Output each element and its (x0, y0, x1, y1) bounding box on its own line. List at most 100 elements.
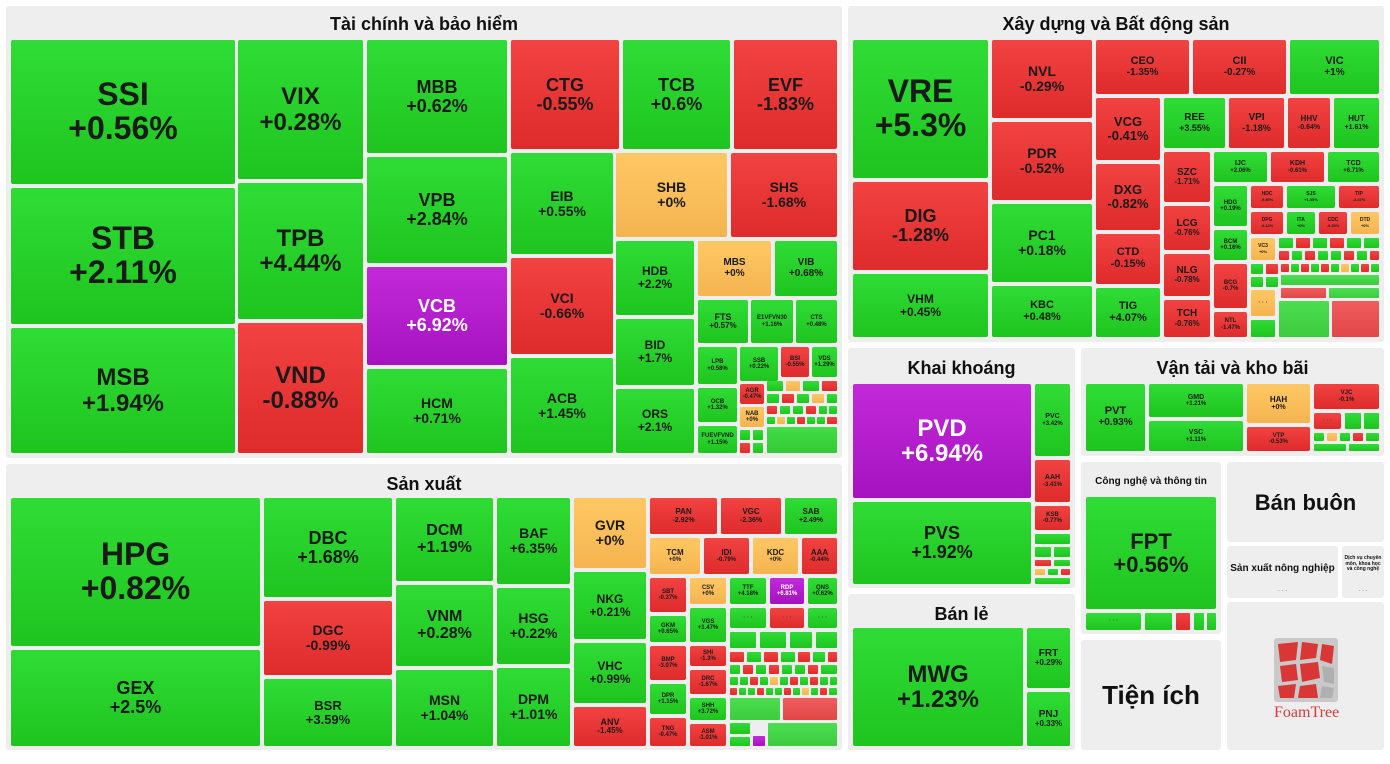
mini-tile[interactable] (793, 406, 803, 414)
stock-tile[interactable]: PVS +1.92% (853, 502, 1031, 584)
stock-tile[interactable]: SZC -1.71% (1164, 152, 1210, 202)
stock-tile[interactable]: RDP +6.81% (770, 578, 804, 604)
mini-tile[interactable] (829, 688, 837, 695)
stock-tile[interactable]: PVC +3.42% (1035, 384, 1070, 456)
stock-tile[interactable]: · · · (1314, 413, 1341, 429)
stock-tile[interactable]: VCB +6.92% (367, 267, 507, 365)
mini-tile[interactable] (1291, 264, 1299, 272)
mini-tile[interactable] (730, 632, 756, 648)
mini-tile[interactable] (768, 723, 837, 746)
stock-tile[interactable]: FRT +0.29% (1027, 628, 1070, 688)
mini-tile[interactable] (1251, 320, 1275, 337)
mini-tile[interactable] (786, 381, 800, 391)
stock-tile[interactable]: VC3 +0% (1251, 238, 1275, 260)
mini-tile[interactable] (811, 688, 818, 695)
mini-tile[interactable] (1314, 444, 1346, 451)
stock-tile[interactable]: OCB +1.32% (698, 388, 737, 422)
sector-wholesale[interactable]: Bán buôn (1227, 462, 1384, 542)
mini-tile[interactable] (827, 417, 837, 424)
stock-tile[interactable]: PVD +6.94% (853, 384, 1031, 498)
stock-tile[interactable]: GMD +1.21% (1149, 384, 1243, 417)
stock-tile[interactable]: · · · (808, 608, 837, 628)
mini-tile[interactable] (817, 417, 825, 424)
mini-tile[interactable] (740, 677, 748, 685)
stock-tile[interactable]: BCM +0.16% (1214, 230, 1247, 260)
mini-tile[interactable] (743, 665, 753, 674)
mini-tile[interactable] (1331, 264, 1339, 272)
stock-tile[interactable]: IDI -0.79% (704, 538, 749, 574)
stock-tile[interactable]: BSI -0.55% (781, 347, 809, 377)
mini-tile[interactable] (790, 677, 798, 685)
mini-tile[interactable] (1329, 288, 1379, 298)
stock-tile[interactable]: ITA +0% (1287, 212, 1315, 234)
stock-tile[interactable]: HHV -0.64% (1288, 98, 1330, 148)
mini-tile[interactable] (1279, 301, 1329, 337)
mini-tile[interactable] (1194, 613, 1204, 630)
mini-tile[interactable] (1048, 569, 1058, 575)
mini-tile[interactable] (770, 677, 778, 685)
mini-tile[interactable] (800, 677, 808, 685)
stock-tile[interactable]: PC1 +0.18% (992, 204, 1092, 282)
mini-tile[interactable] (750, 677, 758, 685)
stock-tile[interactable]: VIB +0.68% (775, 241, 837, 296)
mini-tile[interactable] (1331, 251, 1341, 260)
mini-tile[interactable] (1207, 613, 1216, 630)
mini-tile[interactable] (1279, 238, 1293, 248)
mini-tile[interactable] (777, 417, 785, 424)
stock-tile[interactable]: HDB +2.2% (616, 241, 694, 315)
stock-tile[interactable]: VNM +0.28% (396, 585, 493, 666)
stock-tile[interactable]: AAH -3.41% (1035, 460, 1070, 502)
stock-tile[interactable]: BSR +3.59% (264, 679, 392, 746)
stock-tile[interactable]: DIG -1.28% (853, 182, 988, 270)
mini-tile[interactable] (767, 427, 837, 453)
mini-tile[interactable] (782, 665, 792, 674)
stock-tile[interactable]: DPR +1.15% (650, 684, 686, 714)
stock-tile[interactable]: MBS +0% (698, 241, 771, 296)
stock-tile[interactable]: ORS +2.1% (616, 389, 694, 453)
stock-tile[interactable]: CTS +0.48% (796, 300, 837, 343)
sector-services[interactable]: Dịch vụ chuyên môn, khoa học và công ngh… (1342, 546, 1384, 598)
mini-tile[interactable] (802, 688, 809, 695)
stock-tile[interactable]: NKG +0.21% (574, 572, 646, 639)
stock-tile[interactable]: BID +1.7% (616, 319, 694, 385)
mini-tile[interactable] (730, 698, 780, 720)
stock-tile[interactable]: SJS +1.35% (1287, 186, 1335, 208)
mini-tile[interactable] (767, 394, 779, 403)
mini-tile[interactable] (1035, 560, 1051, 566)
stock-tile[interactable]: DPG -0.12% (1251, 212, 1283, 234)
stock-tile[interactable]: VGC -2.36% (721, 498, 781, 534)
mini-tile[interactable] (769, 665, 779, 674)
stock-tile[interactable]: VND -0.88% (238, 323, 363, 453)
stock-tile[interactable]: ANV -1.45% (574, 707, 646, 746)
mini-tile[interactable] (1281, 275, 1379, 285)
stock-tile[interactable]: SHB +0% (616, 153, 727, 237)
stock-tile[interactable]: MWG +1.23% (853, 628, 1023, 746)
stock-tile[interactable]: VPI -1.18% (1229, 98, 1284, 148)
mini-tile[interactable] (1292, 251, 1302, 260)
stock-tile[interactable]: · · · (730, 608, 766, 628)
mini-tile[interactable] (1281, 288, 1326, 298)
stock-tile[interactable]: VCI -0.66% (511, 258, 613, 354)
mini-tile[interactable] (1357, 251, 1367, 260)
mini-tile[interactable] (753, 443, 763, 453)
stock-tile[interactable]: VPB +2.84% (367, 157, 507, 263)
mini-tile[interactable] (1351, 264, 1359, 272)
stock-tile[interactable]: FTS +0.57% (698, 300, 748, 343)
mini-tile[interactable] (829, 406, 837, 414)
mini-tile[interactable] (780, 406, 790, 414)
stock-tile[interactable]: LCG -0.76% (1164, 206, 1210, 250)
stock-tile[interactable]: SSI +0.56% (11, 40, 235, 184)
stock-tile[interactable]: DRC -1.67% (690, 670, 726, 694)
mini-tile[interactable] (1054, 560, 1070, 566)
stock-tile[interactable]: SHS -1.68% (731, 153, 837, 237)
stock-tile[interactable]: CTG -0.55% (511, 40, 619, 149)
mini-tile[interactable] (807, 417, 815, 424)
stock-tile[interactable]: · · · (1086, 613, 1141, 630)
stock-tile[interactable]: ACB +1.45% (511, 358, 613, 453)
mini-tile[interactable] (790, 632, 812, 648)
mini-tile[interactable] (1251, 277, 1263, 287)
stock-tile[interactable]: BMP -3.07% (650, 646, 686, 680)
mini-tile[interactable] (1061, 569, 1070, 575)
stock-tile[interactable]: PNJ +0.33% (1027, 692, 1070, 746)
mini-tile[interactable] (806, 406, 816, 414)
